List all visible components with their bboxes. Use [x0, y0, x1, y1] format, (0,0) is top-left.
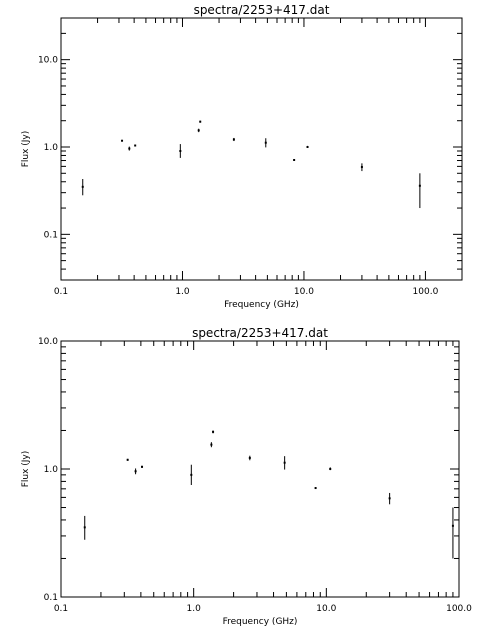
- plot-frame: [60, 17, 463, 281]
- data-point: [179, 144, 182, 158]
- data-point: [81, 179, 84, 196]
- data-point: [451, 507, 454, 559]
- data-point: [293, 158, 296, 161]
- data-point: [248, 455, 251, 461]
- x-tick-label: 1.0: [175, 287, 190, 297]
- top-chart: spectra/2253+417.dat Frequency (GHz) Flux …: [21, 3, 463, 310]
- data-point: [388, 492, 391, 505]
- point-marker: [212, 430, 215, 433]
- x-tick-label: 100.0: [413, 287, 439, 297]
- point-marker: [293, 158, 296, 161]
- data-point: [360, 163, 363, 172]
- x-axis-label: Frequency (GHz): [224, 300, 299, 310]
- point-marker: [121, 139, 124, 142]
- point-marker: [264, 141, 267, 144]
- point-marker: [451, 524, 454, 527]
- point-marker: [283, 461, 286, 464]
- data-point: [190, 464, 193, 485]
- data-point: [199, 120, 202, 123]
- point-marker: [134, 470, 137, 473]
- data-point: [329, 467, 332, 471]
- x-tick-label: 100.0: [446, 604, 472, 614]
- plot-frame: [60, 340, 460, 598]
- point-marker: [199, 120, 202, 123]
- data-point: [210, 442, 213, 448]
- point-marker: [314, 487, 317, 490]
- point-marker: [360, 166, 363, 169]
- x-tick-label: 0.1: [54, 287, 68, 297]
- y-tick-label: 0.1: [44, 230, 58, 240]
- data-point: [141, 465, 144, 468]
- data-point: [134, 468, 137, 475]
- y-tick-label: 1.0: [44, 143, 59, 153]
- chart-title: spectra/2253+417.dat: [192, 326, 328, 340]
- point-marker: [190, 473, 193, 476]
- x-tick-label: 0.1: [54, 604, 68, 614]
- point-marker: [141, 465, 144, 468]
- point-marker: [128, 147, 131, 150]
- y-tick-label: 0.1: [44, 593, 58, 603]
- point-marker: [248, 456, 251, 459]
- data-point: [134, 144, 137, 147]
- point-marker: [81, 185, 84, 188]
- data-point: [306, 145, 309, 149]
- x-tick-label: 10.0: [294, 287, 314, 297]
- data-point: [232, 137, 235, 142]
- y-tick-label: 10.0: [38, 337, 58, 347]
- data-point: [283, 456, 286, 470]
- data-point: [212, 430, 215, 434]
- data-point: [83, 515, 86, 540]
- data-point: [128, 146, 131, 151]
- data-point: [314, 487, 317, 490]
- data-point: [197, 128, 200, 133]
- x-tick-label: 10.0: [316, 604, 336, 614]
- point-marker: [179, 149, 182, 152]
- data-point: [264, 138, 267, 148]
- data-point: [418, 173, 421, 209]
- y-tick-label: 10.0: [38, 56, 58, 66]
- point-marker: [306, 146, 309, 149]
- point-marker: [197, 129, 200, 132]
- y-axis-label: Flux (Jy): [21, 131, 31, 168]
- point-marker: [232, 138, 235, 141]
- bottom-chart: spectra/2253+417.dat Frequency (GHz) Flux …: [21, 326, 472, 627]
- point-marker: [83, 526, 86, 529]
- point-marker: [388, 497, 391, 500]
- point-marker: [126, 458, 129, 461]
- y-tick-label: 1.0: [44, 465, 59, 475]
- x-axis-label: Frequency (GHz): [223, 617, 298, 627]
- point-marker: [210, 443, 213, 446]
- data-point: [126, 458, 129, 461]
- point-marker: [329, 468, 332, 470]
- x-tick-label: 1.0: [187, 604, 202, 614]
- point-marker: [418, 184, 421, 187]
- chart-title: spectra/2253+417.dat: [194, 3, 330, 17]
- y-axis-label: Flux (Jy): [21, 451, 31, 488]
- data-point: [121, 139, 124, 142]
- point-marker: [134, 144, 137, 147]
